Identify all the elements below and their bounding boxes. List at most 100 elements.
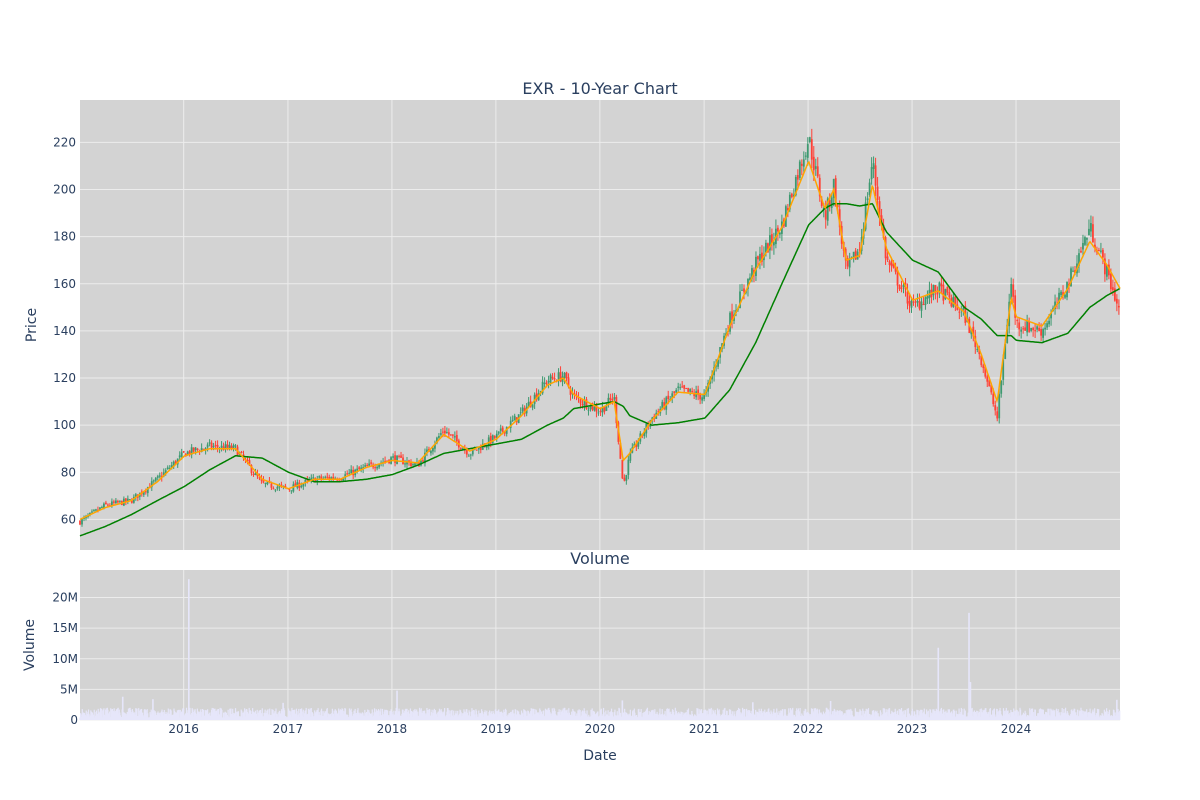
candle-body bbox=[757, 256, 759, 260]
volume-bar bbox=[659, 708, 661, 720]
volume-bar bbox=[227, 709, 229, 720]
volume-bar bbox=[290, 711, 292, 720]
volume-bar bbox=[898, 708, 900, 720]
candle-body bbox=[635, 443, 638, 447]
volume-bar bbox=[203, 709, 205, 720]
candle-body bbox=[350, 469, 353, 474]
volume-bar bbox=[691, 714, 694, 720]
candle-body bbox=[771, 234, 773, 243]
volume-bar bbox=[1029, 708, 1031, 720]
candle-body bbox=[561, 376, 564, 382]
candle-body bbox=[816, 166, 819, 177]
candle-body bbox=[228, 444, 231, 449]
candle-body bbox=[408, 460, 410, 462]
volume-bar bbox=[305, 707, 307, 720]
volume-bar bbox=[381, 708, 384, 720]
candle-body bbox=[888, 261, 891, 266]
candle-body bbox=[1028, 321, 1031, 332]
volume-bar bbox=[618, 708, 621, 720]
candle-body bbox=[146, 487, 149, 494]
candle-body bbox=[99, 507, 101, 510]
price-y-tick-label: 180 bbox=[53, 230, 76, 244]
candle-body bbox=[755, 256, 757, 276]
volume-bar bbox=[410, 710, 413, 720]
candle-body bbox=[986, 376, 989, 382]
volume-bar bbox=[189, 707, 191, 720]
price-y-tick-label: 100 bbox=[53, 418, 76, 432]
volume-bar bbox=[1086, 712, 1088, 720]
volume-bar bbox=[929, 709, 932, 720]
candle-body bbox=[270, 483, 273, 488]
volume-y-tick-label: 10M bbox=[52, 652, 78, 666]
candle-body bbox=[284, 485, 287, 488]
volume-bar bbox=[646, 707, 649, 720]
candle-body bbox=[872, 163, 875, 169]
volume-bar bbox=[989, 708, 991, 720]
candle-body bbox=[990, 385, 993, 393]
candle-body bbox=[467, 455, 470, 457]
candle-body bbox=[836, 205, 839, 208]
candle-body bbox=[194, 447, 197, 451]
candle-body bbox=[342, 478, 345, 481]
candle-body bbox=[992, 393, 995, 405]
candle-body bbox=[230, 445, 233, 450]
candle-body bbox=[597, 412, 600, 414]
volume-spike-bar bbox=[969, 682, 972, 720]
x-tick-label: 2018 bbox=[377, 722, 408, 736]
volume-bar bbox=[988, 711, 990, 720]
candle-body bbox=[1014, 295, 1017, 318]
volume-bar bbox=[256, 709, 258, 720]
candle-body bbox=[703, 394, 706, 399]
candle-body bbox=[998, 394, 1001, 419]
candle-body bbox=[272, 488, 275, 490]
volume-bar bbox=[309, 708, 311, 720]
candle-body bbox=[918, 301, 921, 309]
volume-bar bbox=[932, 709, 934, 720]
volume-bar bbox=[783, 709, 785, 720]
candle-body bbox=[806, 144, 809, 158]
volume-bar bbox=[887, 709, 889, 720]
candle-body bbox=[1030, 327, 1033, 331]
candle-body bbox=[830, 197, 833, 209]
candle-body bbox=[465, 450, 468, 455]
candle-body bbox=[944, 289, 947, 299]
volume-bar bbox=[961, 708, 963, 720]
volume-bar bbox=[892, 712, 895, 720]
candle-body bbox=[81, 519, 83, 525]
price-y-tick-label: 220 bbox=[53, 135, 76, 149]
candle-body bbox=[1082, 242, 1084, 250]
volume-bar bbox=[990, 714, 993, 720]
candle-body bbox=[366, 464, 369, 467]
candle-body bbox=[202, 448, 205, 450]
volume-bar bbox=[1009, 712, 1011, 720]
candle-body bbox=[535, 393, 538, 400]
volume-bar bbox=[827, 710, 830, 720]
candle-body bbox=[679, 387, 682, 389]
candle-body bbox=[788, 194, 791, 210]
volume-bar bbox=[728, 709, 731, 720]
volume-bar bbox=[321, 711, 323, 720]
candle-body bbox=[422, 460, 424, 462]
candle-body bbox=[1036, 326, 1039, 330]
candle-body bbox=[1078, 253, 1080, 266]
candle-body bbox=[114, 500, 117, 504]
candle-body bbox=[266, 481, 269, 485]
volume-bar bbox=[408, 713, 410, 720]
candle-body bbox=[499, 428, 502, 431]
volume-bar bbox=[246, 711, 249, 720]
candle-body bbox=[186, 451, 189, 456]
candle-body bbox=[447, 432, 450, 435]
volume-bar bbox=[822, 711, 825, 720]
candle-body bbox=[1102, 249, 1104, 258]
volume-bar bbox=[741, 707, 744, 720]
volume-bar bbox=[1033, 712, 1035, 720]
candle-body bbox=[767, 243, 769, 253]
candle-body bbox=[1038, 327, 1041, 331]
candle-body bbox=[790, 193, 793, 198]
volume-bar bbox=[585, 714, 587, 720]
volume-bar bbox=[835, 711, 837, 720]
candle-body bbox=[290, 490, 293, 492]
candle-body bbox=[188, 451, 191, 455]
candle-body bbox=[240, 451, 243, 453]
x-tick-label: 2019 bbox=[481, 722, 512, 736]
